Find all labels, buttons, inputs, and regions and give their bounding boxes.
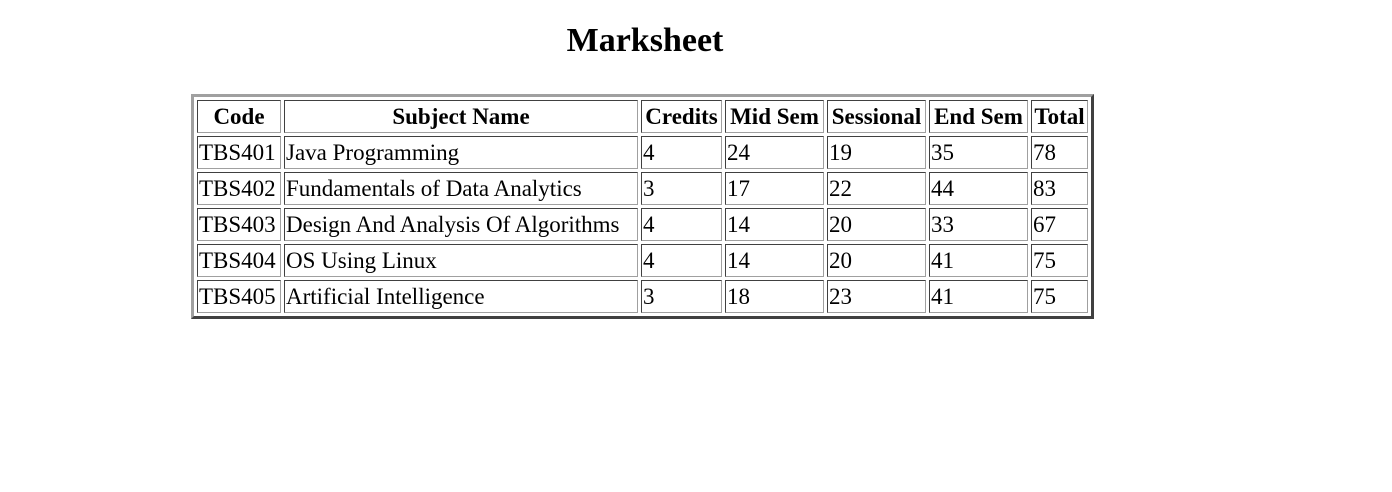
- header-subject-name: Subject Name: [284, 100, 638, 133]
- cell-code: TBS403: [197, 208, 281, 241]
- cell-end-sem: 44: [929, 172, 1028, 205]
- page-title: Marksheet: [566, 22, 724, 59]
- cell-sessional: 22: [827, 172, 926, 205]
- cell-total: 75: [1031, 244, 1088, 277]
- header-end-sem: End Sem: [929, 100, 1028, 133]
- cell-mid-sem: 14: [725, 244, 824, 277]
- header-mid-sem: Mid Sem: [725, 100, 824, 133]
- table-row: TBS403 Design And Analysis Of Algorithms…: [197, 208, 1088, 241]
- header-code: Code: [197, 100, 281, 133]
- table-row: TBS401 Java Programming 4 24 19 35 78: [197, 136, 1088, 169]
- cell-credits: 4: [641, 244, 722, 277]
- cell-credits: 3: [641, 172, 722, 205]
- cell-mid-sem: 14: [725, 208, 824, 241]
- cell-subject-name: Java Programming: [284, 136, 638, 169]
- cell-code: TBS404: [197, 244, 281, 277]
- header-credits: Credits: [641, 100, 722, 133]
- cell-subject-name: Fundamentals of Data Analytics: [284, 172, 638, 205]
- table-row: TBS404 OS Using Linux 4 14 20 41 75: [197, 244, 1088, 277]
- header-total: Total: [1031, 100, 1088, 133]
- header-sessional: Sessional: [827, 100, 926, 133]
- cell-subject-name: Artificial Intelligence: [284, 280, 638, 313]
- table-row: TBS402 Fundamentals of Data Analytics 3 …: [197, 172, 1088, 205]
- table-row: TBS405 Artificial Intelligence 3 18 23 4…: [197, 280, 1088, 313]
- cell-code: TBS402: [197, 172, 281, 205]
- cell-code: TBS401: [197, 136, 281, 169]
- cell-mid-sem: 24: [725, 136, 824, 169]
- cell-end-sem: 33: [929, 208, 1028, 241]
- cell-sessional: 19: [827, 136, 926, 169]
- cell-credits: 4: [641, 136, 722, 169]
- marksheet-table: Code Subject Name Credits Mid Sem Sessio…: [191, 94, 1094, 319]
- cell-credits: 3: [641, 280, 722, 313]
- cell-end-sem: 41: [929, 280, 1028, 313]
- cell-sessional: 20: [827, 244, 926, 277]
- cell-credits: 4: [641, 208, 722, 241]
- table-header: Code Subject Name Credits Mid Sem Sessio…: [197, 100, 1088, 133]
- cell-total: 67: [1031, 208, 1088, 241]
- header-row: Code Subject Name Credits Mid Sem Sessio…: [197, 100, 1088, 133]
- table-body: TBS401 Java Programming 4 24 19 35 78 TB…: [197, 136, 1088, 313]
- cell-end-sem: 35: [929, 136, 1028, 169]
- cell-mid-sem: 18: [725, 280, 824, 313]
- cell-sessional: 23: [827, 280, 926, 313]
- cell-mid-sem: 17: [725, 172, 824, 205]
- cell-total: 75: [1031, 280, 1088, 313]
- cell-subject-name: Design And Analysis Of Algorithms: [284, 208, 638, 241]
- cell-sessional: 20: [827, 208, 926, 241]
- cell-total: 83: [1031, 172, 1088, 205]
- cell-code: TBS405: [197, 280, 281, 313]
- cell-total: 78: [1031, 136, 1088, 169]
- cell-end-sem: 41: [929, 244, 1028, 277]
- cell-subject-name: OS Using Linux: [284, 244, 638, 277]
